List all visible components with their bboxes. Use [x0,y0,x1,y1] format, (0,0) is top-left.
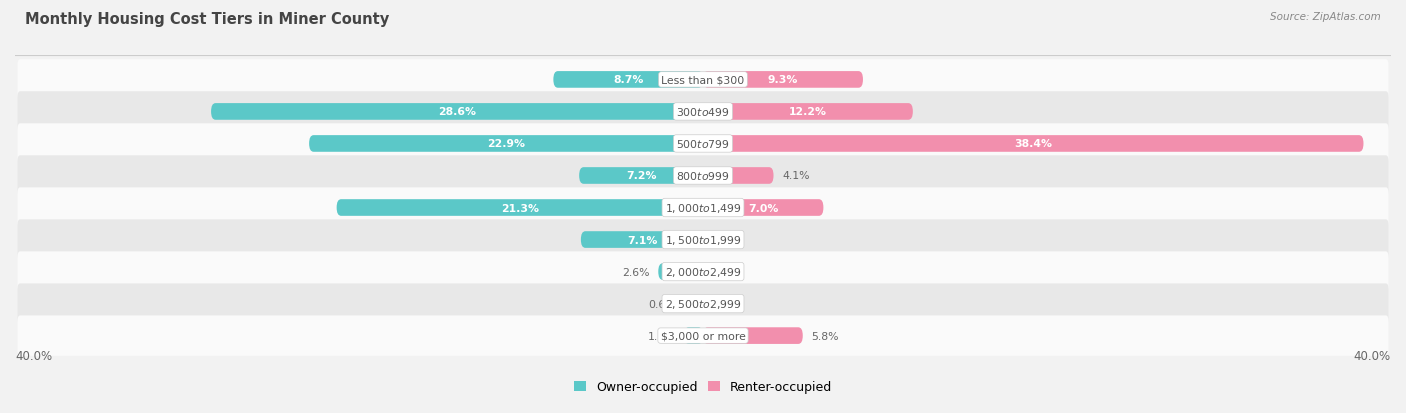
Text: $300 to $499: $300 to $499 [676,106,730,118]
FancyBboxPatch shape [703,200,824,216]
Text: 0.0%: 0.0% [711,299,740,309]
FancyBboxPatch shape [18,252,1388,292]
Text: 4.1%: 4.1% [782,171,810,181]
Text: 5.8%: 5.8% [811,331,839,341]
FancyBboxPatch shape [554,72,703,88]
Text: $1,500 to $1,999: $1,500 to $1,999 [665,233,741,247]
FancyBboxPatch shape [579,168,703,184]
Text: 1.1%: 1.1% [648,331,675,341]
Text: $1,000 to $1,499: $1,000 to $1,499 [665,202,741,214]
FancyBboxPatch shape [18,124,1388,164]
Text: 0.0%: 0.0% [711,235,740,245]
Text: 2.6%: 2.6% [623,267,650,277]
FancyBboxPatch shape [18,188,1388,228]
Text: Monthly Housing Cost Tiers in Miner County: Monthly Housing Cost Tiers in Miner Coun… [25,12,389,27]
Text: 28.6%: 28.6% [439,107,477,117]
Text: 8.7%: 8.7% [613,75,644,85]
Legend: Owner-occupied, Renter-occupied: Owner-occupied, Renter-occupied [571,378,835,396]
Text: 22.9%: 22.9% [486,139,524,149]
Text: 40.0%: 40.0% [15,349,52,362]
FancyBboxPatch shape [336,200,703,216]
Text: $800 to $999: $800 to $999 [676,170,730,182]
Text: 0.68%: 0.68% [648,299,683,309]
FancyBboxPatch shape [309,136,703,152]
Text: 0.0%: 0.0% [711,267,740,277]
FancyBboxPatch shape [703,104,912,121]
FancyBboxPatch shape [18,92,1388,132]
FancyBboxPatch shape [703,168,773,184]
FancyBboxPatch shape [685,328,703,344]
FancyBboxPatch shape [211,104,703,121]
FancyBboxPatch shape [18,220,1388,260]
FancyBboxPatch shape [581,232,703,248]
Text: 38.4%: 38.4% [1014,139,1052,149]
FancyBboxPatch shape [18,316,1388,356]
Text: 12.2%: 12.2% [789,107,827,117]
Text: $2,500 to $2,999: $2,500 to $2,999 [665,297,741,310]
Text: $3,000 or more: $3,000 or more [661,331,745,341]
Text: 40.0%: 40.0% [1354,349,1391,362]
FancyBboxPatch shape [703,328,803,344]
Text: Less than $300: Less than $300 [661,75,745,85]
FancyBboxPatch shape [658,263,703,280]
FancyBboxPatch shape [18,284,1388,324]
Text: 7.2%: 7.2% [626,171,657,181]
Text: 7.0%: 7.0% [748,203,779,213]
FancyBboxPatch shape [703,136,1364,152]
FancyBboxPatch shape [692,296,703,312]
FancyBboxPatch shape [18,60,1388,100]
FancyBboxPatch shape [18,156,1388,196]
Text: Source: ZipAtlas.com: Source: ZipAtlas.com [1270,12,1381,22]
Text: $2,000 to $2,499: $2,000 to $2,499 [665,266,741,278]
Text: 9.3%: 9.3% [768,75,799,85]
Text: 21.3%: 21.3% [501,203,538,213]
FancyBboxPatch shape [703,72,863,88]
Text: $500 to $799: $500 to $799 [676,138,730,150]
Text: 7.1%: 7.1% [627,235,657,245]
